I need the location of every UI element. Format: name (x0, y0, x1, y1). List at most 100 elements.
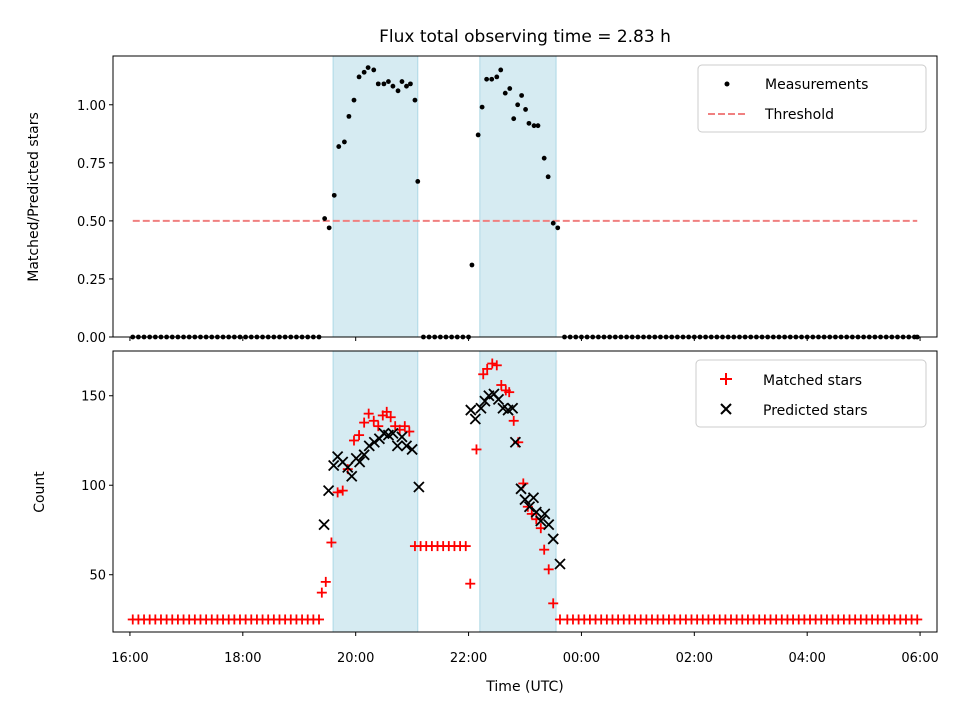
predicted-marker-b (363, 440, 375, 452)
predicted-marker-b (535, 515, 547, 527)
predicted-marker-b (479, 395, 491, 407)
predicted-marker-b (391, 440, 404, 452)
predicted-star-point (554, 558, 566, 570)
y-tick-label: 0.25 (77, 273, 106, 288)
matched-star-point (316, 587, 327, 598)
measurement-point (356, 74, 362, 80)
x-tick-label: 20:00 (337, 651, 374, 666)
top-x-ticks (129, 337, 921, 341)
predicted-marker-b (554, 558, 566, 570)
measurement-point (371, 67, 377, 73)
predicted-marker-b (527, 492, 540, 504)
matched-star-point (548, 598, 559, 609)
measurement-point (489, 76, 495, 82)
predicted-star-point (530, 506, 542, 518)
predicted-star-point (506, 402, 519, 414)
predicted-star-point (413, 481, 425, 493)
predicted-marker-b (539, 508, 551, 520)
matched-star-point (465, 578, 476, 589)
measurement-point (415, 179, 421, 184)
bottom-x-ticks: 16:00 18:00 20:00 22:00 00:00 02:00 04:00 06:00 (111, 632, 939, 666)
measurement-point (386, 79, 391, 84)
top-observing-windows (332, 55, 557, 338)
legend-predicted-stars: Predicted stars (763, 403, 868, 419)
predicted-star-point (523, 501, 536, 513)
predicted-star-point (363, 440, 375, 452)
measurement-point (412, 97, 418, 103)
measurement-point (390, 83, 396, 89)
matched-star-point (348, 435, 359, 446)
matched-star-point (508, 415, 519, 426)
predicted-stars-points (318, 388, 566, 570)
predicted-marker-b (342, 461, 354, 473)
measurement-point (479, 104, 485, 110)
predicted-marker-b (543, 518, 555, 531)
measurement-point (336, 144, 342, 149)
matched-star-point (504, 387, 515, 398)
predicted-star-point (346, 470, 358, 482)
predicted-star-point (492, 393, 505, 405)
predicted-marker-b (387, 427, 399, 439)
y-tick-label: 0.50 (77, 215, 106, 230)
matched-star-point (399, 421, 410, 432)
measurement-point (351, 97, 357, 103)
measurement-point (395, 88, 401, 94)
predicted-star-point (396, 431, 408, 443)
bottom-legend: Matched stars Predicted stars (695, 359, 927, 428)
predicted-marker-b (368, 436, 380, 448)
measurement-point (502, 90, 508, 96)
matched-star-point (332, 487, 343, 498)
measurement-point (484, 76, 490, 82)
bottom-y-ticks: 50 100 150 (81, 390, 113, 584)
measurement-point (361, 69, 367, 75)
predicted-marker-b (469, 413, 481, 425)
predicted-marker-b (465, 404, 477, 416)
x-tick-label: 22:00 (450, 651, 487, 666)
y-tick-label: 0.75 (77, 157, 106, 172)
bottom-plot-frame (112, 350, 938, 633)
predicted-marker-b (519, 493, 531, 506)
predicted-star-point (547, 533, 559, 545)
predicted-star-point (400, 440, 413, 452)
predicted-star-point (539, 508, 551, 520)
measurement-point (399, 79, 405, 84)
predicted-star-point (322, 484, 335, 497)
matched-star-point (373, 421, 384, 432)
top-panel: 0.00 0.25 0.50 0.75 1.00 Matched/Predicted s… (26, 55, 938, 346)
predicted-star-point (543, 518, 555, 531)
top-y-ticks: 0.00 0.25 0.50 0.75 1.00 (77, 99, 113, 346)
matched-star-point (385, 412, 396, 423)
measurement-point (346, 113, 352, 119)
matched-star-point (354, 430, 365, 441)
predicted-marker-b (530, 506, 542, 518)
matched-star-point (359, 417, 370, 428)
measurement-point (498, 67, 504, 73)
x-tick-label: 04:00 (788, 651, 825, 666)
measurement-point (515, 102, 521, 108)
matched-star-point (491, 360, 502, 371)
bottom-y-axis-label: Count (32, 471, 48, 513)
predicted-marker-b (358, 449, 370, 461)
measurement-point (322, 216, 328, 221)
predicted-star-point (353, 456, 366, 468)
matched-star-point (478, 369, 489, 380)
matched-star-point (363, 408, 374, 419)
matched-star-point (496, 380, 507, 391)
measurement-point (475, 132, 481, 138)
measurement-point (511, 116, 517, 122)
predicted-marker-b (492, 393, 505, 405)
top-y-axis-label: Matched/Predicted stars (26, 112, 42, 282)
matched-star-point (320, 576, 331, 587)
measurement-point (381, 81, 387, 87)
matched-star-point (404, 426, 415, 437)
matched-star-point (543, 564, 554, 575)
measurement-point (326, 225, 332, 231)
x-tick-label: 16:00 (111, 651, 148, 666)
predicted-marker-b (400, 440, 413, 452)
legend-threshold: Threshold (764, 107, 834, 123)
x-tick-label: 18:00 (224, 651, 261, 666)
measurement-point (531, 123, 537, 129)
measurement-point (545, 174, 551, 180)
matched-star-point (471, 444, 482, 455)
chart-title: Flux total observing time = 2.83 h (379, 27, 671, 47)
